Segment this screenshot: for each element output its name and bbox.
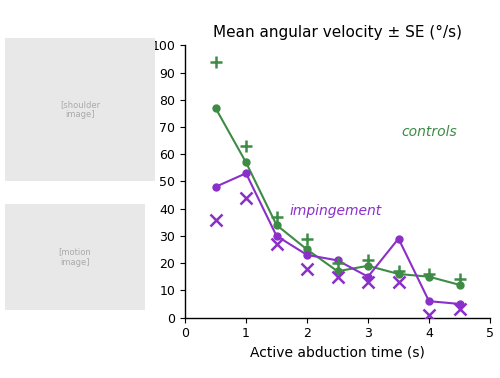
Text: controls: controls xyxy=(402,125,458,139)
Text: impingement: impingement xyxy=(290,204,382,218)
X-axis label: Active abduction time (s): Active abduction time (s) xyxy=(250,346,425,360)
Text: [shoulder
image]: [shoulder image] xyxy=(60,100,100,119)
Title: Mean angular velocity ± SE (°/s): Mean angular velocity ± SE (°/s) xyxy=(213,25,462,40)
Text: [motion
image]: [motion image] xyxy=(58,247,92,267)
